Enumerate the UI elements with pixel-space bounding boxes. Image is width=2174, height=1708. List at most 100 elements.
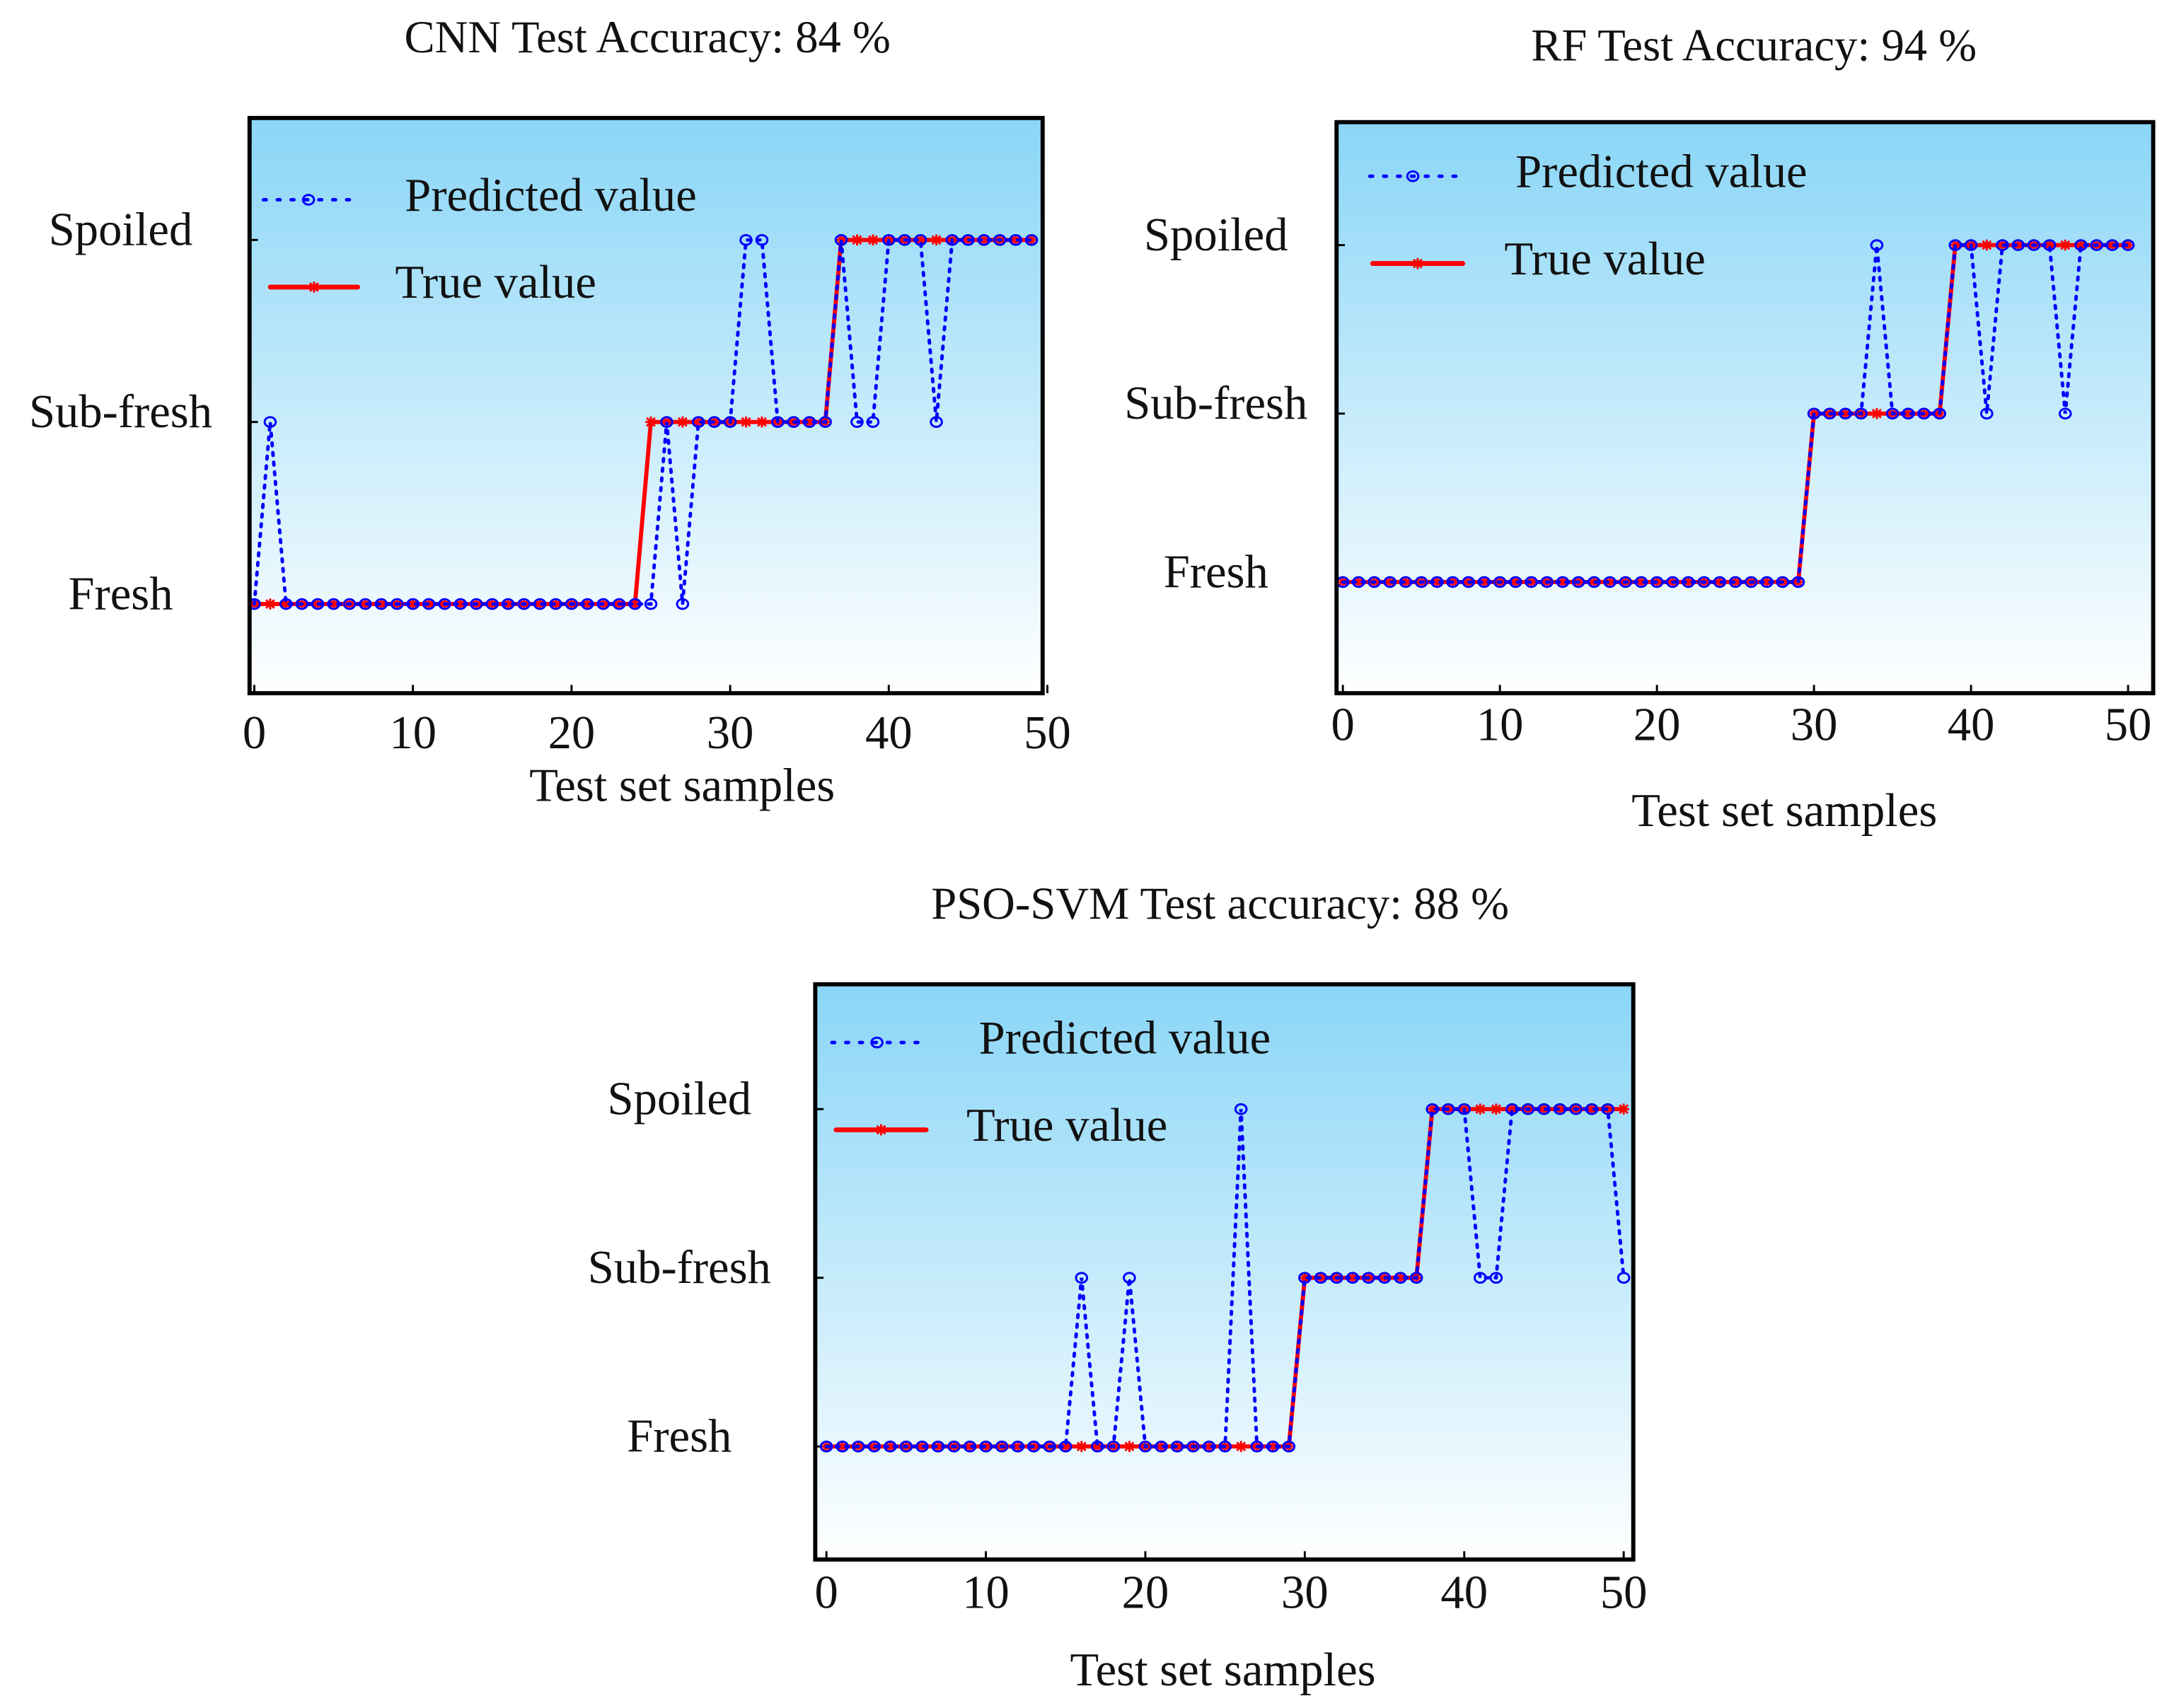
- predicted-marker: [374, 598, 388, 610]
- predicted-marker: [533, 598, 547, 610]
- predicted-marker: [1106, 1440, 1121, 1453]
- predicted-marker: [1414, 576, 1428, 588]
- predicted-marker: [596, 598, 611, 610]
- predicted-marker: [1473, 1272, 1487, 1284]
- true-marker: [1871, 407, 1883, 419]
- predicted-marker: [1601, 1103, 1614, 1115]
- predicted-marker: [1839, 407, 1852, 420]
- predicted-marker: [1091, 1440, 1104, 1453]
- predicted-marker: [1933, 407, 1947, 420]
- true-marker: [1267, 1441, 1279, 1453]
- predicted-marker: [1282, 1440, 1296, 1453]
- x-tick-label: 40: [1440, 1567, 1488, 1618]
- predicted-marker: [1377, 1272, 1392, 1284]
- predicted-marker: [1979, 407, 1994, 420]
- predicted-line: [824, 1107, 1626, 1448]
- predicted-marker: [913, 233, 927, 246]
- legend-marker: [1412, 257, 1423, 269]
- true-marker: [1155, 1441, 1167, 1453]
- predicted-marker: [930, 416, 943, 428]
- predicted-marker: [279, 598, 293, 610]
- predicted-marker: [802, 416, 816, 428]
- predicted-marker: [2027, 239, 2041, 251]
- true-marker: [407, 598, 419, 610]
- true-marker: [1203, 1441, 1215, 1453]
- predicted-marker: [1569, 1103, 1583, 1115]
- true-marker: [280, 598, 292, 610]
- predicted-marker: [676, 598, 690, 610]
- predicted-marker: [1202, 1440, 1216, 1453]
- chart-title: RF Test Accuracy: 94 %: [1531, 20, 1977, 71]
- chart-title: PSO-SVM Test accuracy: 88 %: [931, 878, 1509, 929]
- x-tick-label: 30: [707, 707, 754, 759]
- predicted-marker: [1791, 576, 1805, 588]
- predicted-marker: [836, 1440, 850, 1453]
- predicted-marker: [947, 1440, 961, 1453]
- predicted-marker: [1234, 1103, 1248, 1115]
- true-marker: [915, 234, 926, 246]
- predicted-marker: [1650, 576, 1664, 588]
- predicted-marker: [707, 416, 721, 428]
- true-marker: [1490, 1103, 1502, 1115]
- predicted-marker: [884, 1440, 897, 1453]
- predicted-marker: [787, 416, 801, 428]
- true-marker: [455, 598, 466, 610]
- true-marker: [930, 234, 942, 246]
- x-axis-label: Test set samples: [1631, 785, 1937, 837]
- predicted-marker: [723, 416, 737, 428]
- predicted-marker: [1027, 1440, 1041, 1453]
- predicted-marker: [2105, 239, 2120, 251]
- predicted-marker: [311, 598, 325, 610]
- true-marker: [884, 1441, 896, 1453]
- true-marker: [645, 416, 657, 428]
- predicted-marker: [1964, 239, 1978, 251]
- predicted-marker: [898, 233, 912, 246]
- predicted-marker: [1477, 576, 1491, 588]
- predicted-marker: [1505, 1103, 1519, 1115]
- predicted-marker: [453, 598, 468, 610]
- predicted-marker: [1713, 576, 1727, 588]
- predicted-marker: [1250, 1440, 1264, 1453]
- predicted-marker: [1603, 576, 1617, 588]
- true-marker: [867, 234, 879, 246]
- true-marker: [1092, 1441, 1104, 1453]
- predicted-marker: [2042, 239, 2057, 251]
- predicted-marker: [819, 416, 832, 428]
- predicted-marker: [485, 598, 499, 610]
- predicted-marker: [1186, 1440, 1200, 1453]
- predicted-marker: [1666, 576, 1679, 588]
- predicted-marker: [881, 233, 896, 246]
- true-marker: [629, 598, 641, 610]
- x-tick-label: 10: [1476, 699, 1524, 750]
- plot-frame: [813, 982, 1636, 1562]
- x-axis-label: Test set samples: [529, 760, 835, 812]
- predicted-marker: [1009, 233, 1022, 246]
- predicted-marker: [977, 233, 991, 246]
- predicted-marker: [1585, 1103, 1599, 1115]
- predicted-marker: [1489, 1272, 1503, 1284]
- true-marker: [1431, 576, 1443, 588]
- true-marker: [1682, 576, 1694, 588]
- true-marker: [328, 598, 340, 610]
- predicted-marker: [1346, 1272, 1360, 1284]
- predicted-marker: [961, 233, 975, 246]
- legend-label: Predicted value: [979, 1012, 1271, 1064]
- predicted-marker: [691, 416, 705, 428]
- predicted-marker: [1441, 1103, 1455, 1115]
- x-tick-label: 30: [1281, 1567, 1329, 1618]
- true-marker: [582, 598, 594, 610]
- predicted-marker: [1521, 1103, 1535, 1115]
- predicted-marker: [1024, 233, 1039, 246]
- true-marker: [1075, 1441, 1087, 1453]
- predicted-marker: [1619, 576, 1633, 588]
- true-marker: [804, 416, 816, 428]
- true-marker: [1510, 576, 1522, 588]
- predicted-marker: [993, 233, 1007, 246]
- predicted-marker: [819, 1440, 833, 1453]
- predicted-marker: [1634, 576, 1648, 588]
- predicted-marker: [771, 416, 785, 428]
- predicted-marker: [660, 416, 673, 428]
- x-tick-label: 40: [865, 707, 913, 759]
